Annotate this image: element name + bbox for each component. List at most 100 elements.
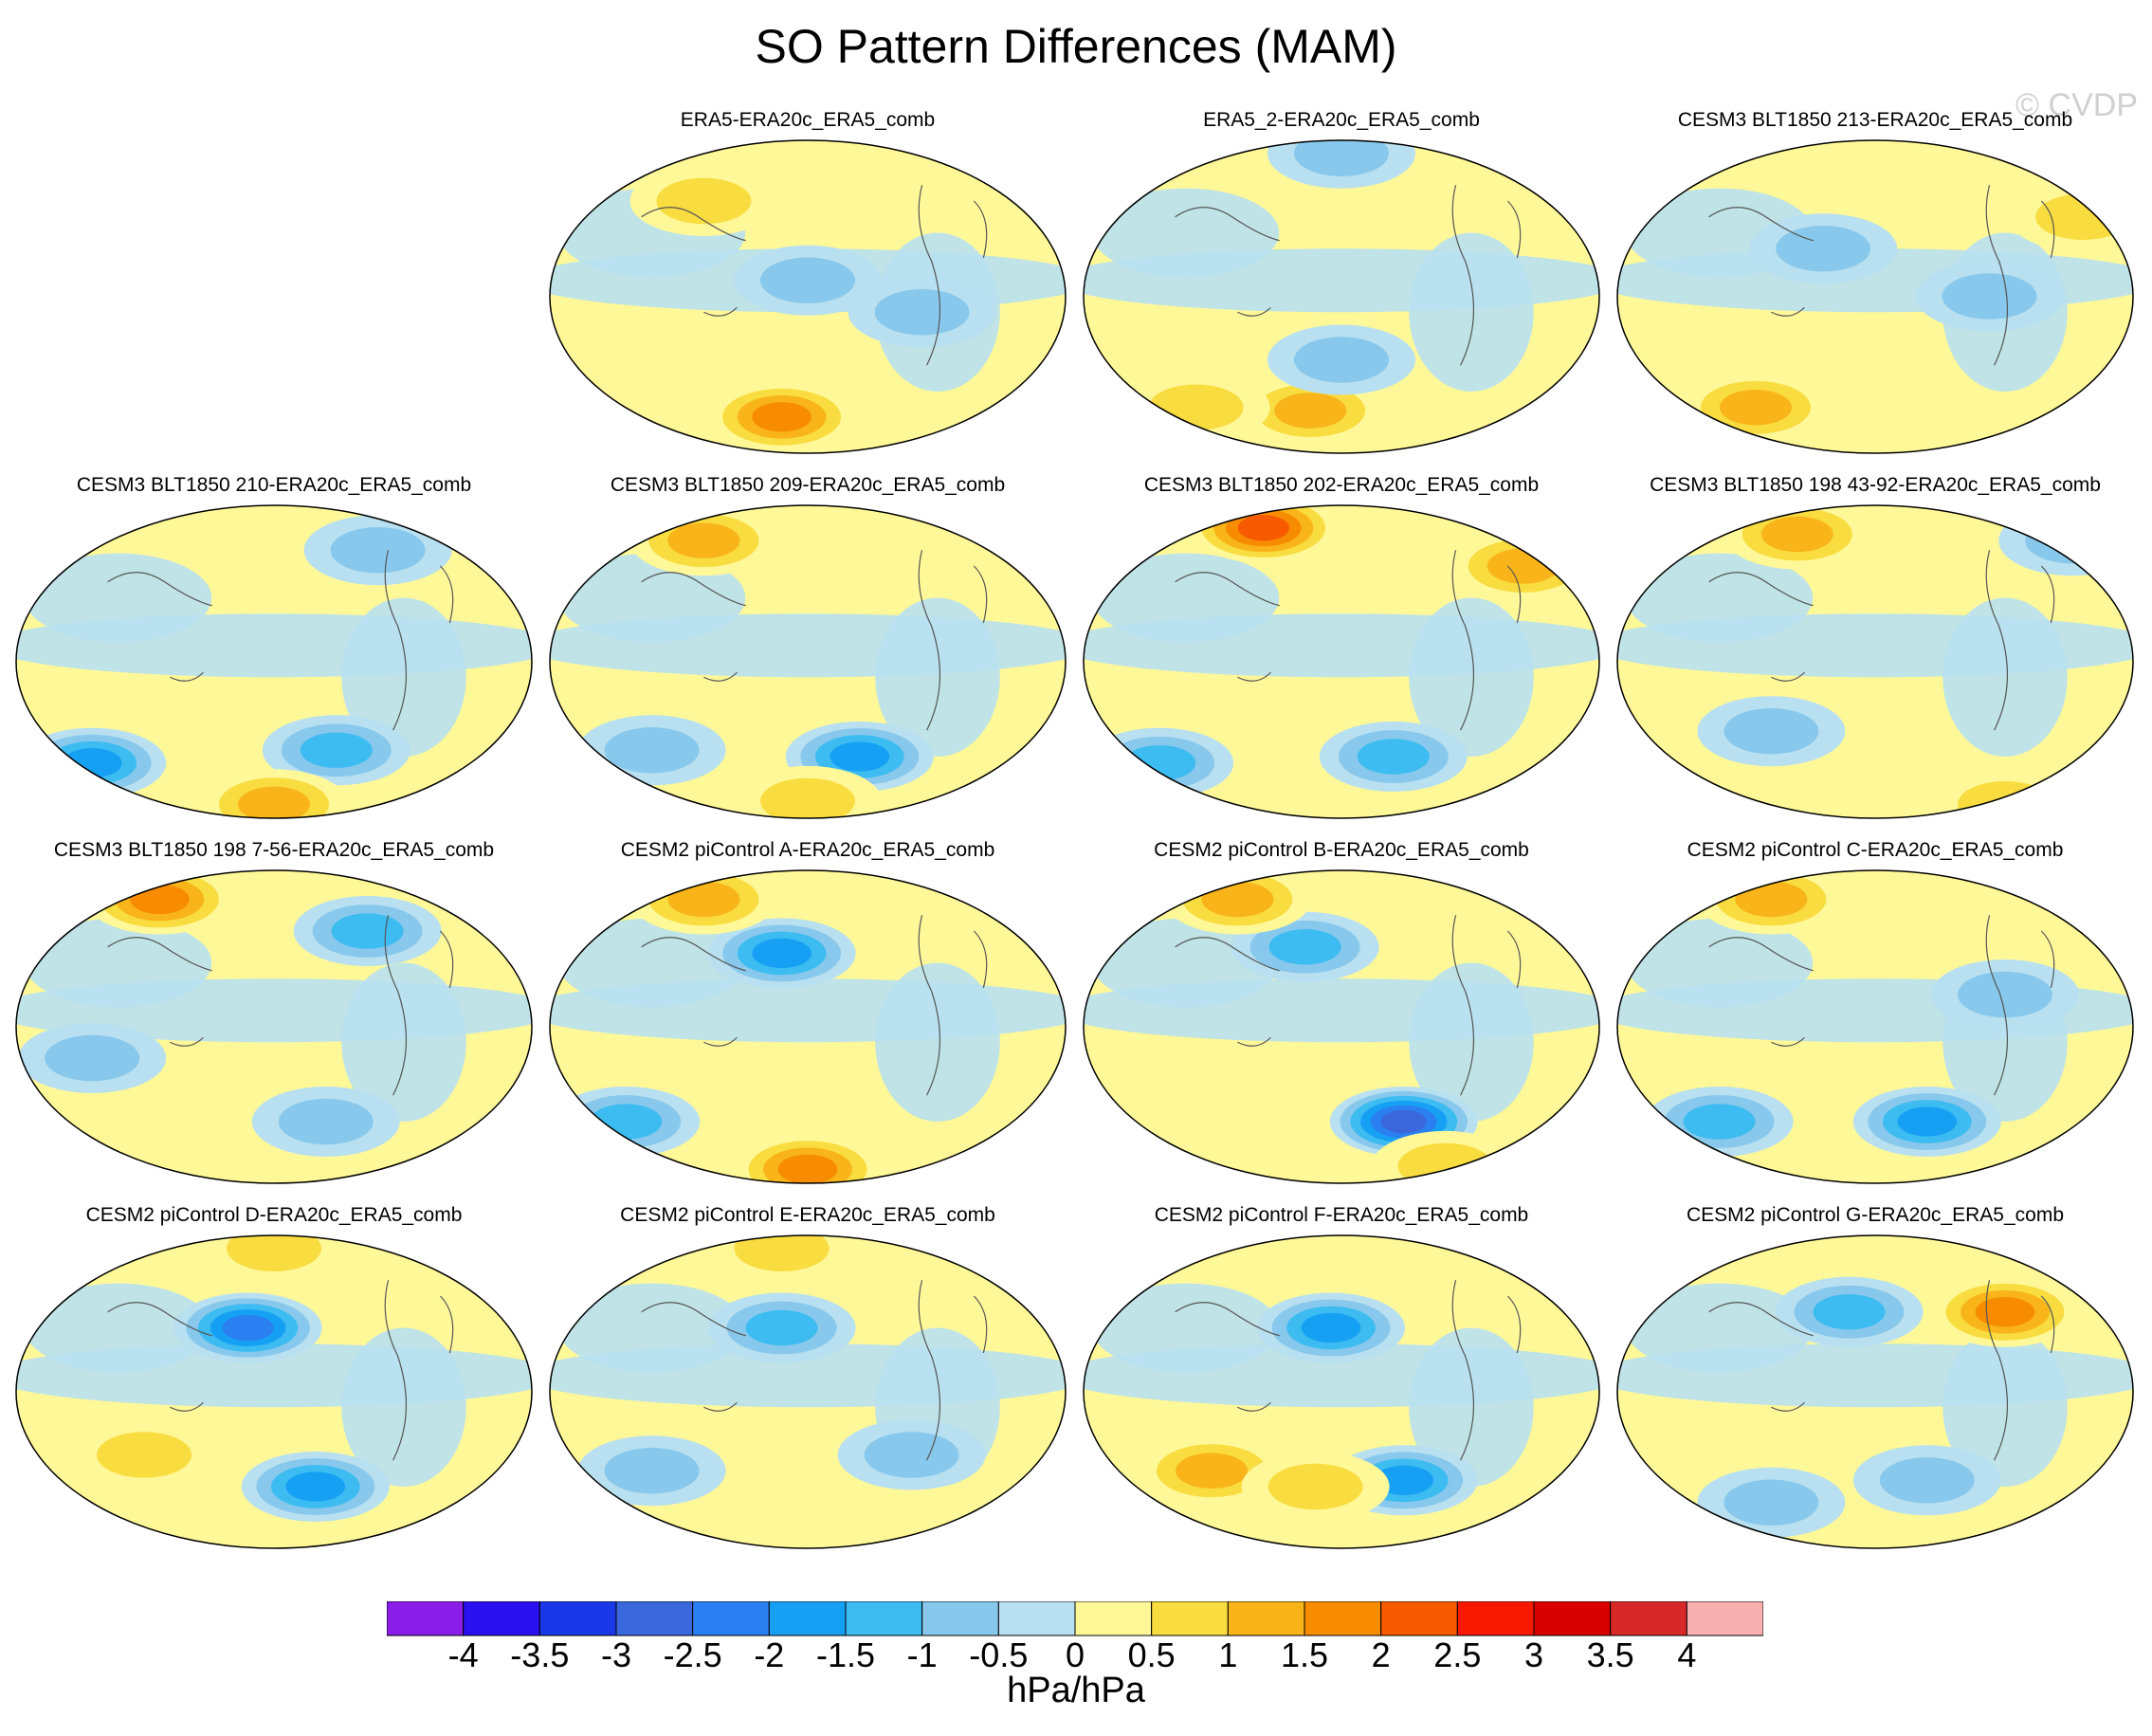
low-anomaly-contour: [1357, 739, 1430, 775]
map-panel: CESM2 piControl F-ERA20c_ERA5_comb: [1082, 1204, 1601, 1555]
colorbar-tick-label: 1: [1218, 1635, 1238, 1674]
map-border: [1616, 1234, 2134, 1549]
robinson-map: [1616, 504, 2134, 819]
high-anomaly-contour: [1975, 1297, 2035, 1327]
negative-anomaly-band: [341, 1327, 466, 1487]
colorbar-tick-label: -2.5: [663, 1635, 722, 1674]
figure-title: SO Pattern Differences (MAM): [755, 20, 1397, 73]
low-anomaly-contour: [752, 938, 812, 969]
low-anomaly-contour: [1683, 1104, 1756, 1140]
negative-anomaly-band: [1625, 918, 1814, 1008]
coastline: [1175, 915, 1522, 1096]
negative-anomaly-band: [1091, 1283, 1280, 1373]
colorbar: [387, 1601, 1763, 1636]
coastline: [1175, 1280, 1522, 1461]
low-anomaly-contour: [1723, 1479, 1819, 1526]
panel-title: CESM3 BLT1850 209-ERA20c_ERA5_comb: [610, 474, 1006, 496]
map-border: [1616, 504, 2134, 819]
low-anomaly-contour: [1268, 929, 1341, 965]
high-anomaly-contour: [130, 884, 190, 915]
map-panel: CESM2 piControl B-ERA20c_ERA5_comb: [1082, 839, 1601, 1190]
low-anomaly-contour: [1294, 140, 1389, 176]
colorbar-tick-label: -0.5: [969, 1635, 1029, 1674]
low-anomaly-contour: [330, 527, 426, 574]
panel-title: CESM3 BLT1850 202-ERA20c_ERA5_comb: [1143, 474, 1540, 496]
colorbar-swatch: [1610, 1601, 1687, 1636]
low-anomaly-contour: [45, 1034, 140, 1082]
negative-anomaly-band: [1091, 918, 1280, 1008]
colorbar-swatch: [463, 1601, 540, 1636]
coastline: [1175, 550, 1522, 731]
low-anomaly-contour: [830, 741, 890, 772]
low-anomaly-contour: [1813, 1294, 1886, 1330]
high-anomaly-contour: [1274, 393, 1347, 429]
robinson-map: [1616, 1234, 2134, 1549]
map-border: [1083, 1234, 1600, 1549]
map-border: [1616, 869, 2134, 1184]
map-border: [549, 504, 1067, 819]
panel-title: CESM2 piControl A-ERA20c_ERA5_comb: [620, 839, 995, 861]
low-anomaly-contour: [278, 1098, 374, 1145]
colorbar-swatch: [1151, 1601, 1229, 1636]
negative-anomaly-band: [24, 553, 212, 643]
negative-anomaly-band: [1409, 1327, 1534, 1487]
colorbar-tick-label: -2: [754, 1635, 785, 1674]
colorbar-tick-label: -3: [600, 1635, 632, 1674]
colorbar-tick-label: 1.5: [1280, 1635, 1329, 1674]
map-border: [1083, 139, 1600, 454]
high-anomaly-contour: [760, 777, 855, 818]
robinson-map: [15, 869, 533, 1184]
high-anomaly-contour: [1397, 1142, 1493, 1183]
negative-anomaly-band: [1409, 962, 1534, 1122]
high-anomaly-contour: [1486, 548, 1559, 584]
low-anomaly-contour: [285, 1471, 346, 1502]
map-border: [1083, 504, 1600, 819]
panel-title: CESM3 BLT1850 198 7-56-ERA20c_ERA5_comb: [53, 839, 495, 861]
panel-title: CESM2 piControl G-ERA20c_ERA5_comb: [1687, 1204, 2064, 1226]
high-anomaly-contour: [1760, 516, 1833, 553]
high-anomaly-contour: [2035, 193, 2131, 240]
coastline: [1708, 915, 2055, 1096]
map-panel: CESM3 BLT1850 210-ERA20c_ERA5_comb: [14, 474, 534, 825]
colorbar-swatch: [692, 1601, 770, 1636]
high-anomaly-contour: [238, 786, 310, 818]
colorbar-tick-label: 3.5: [1586, 1635, 1634, 1674]
colorbar-tick-label: 0.5: [1127, 1635, 1176, 1674]
high-anomaly-contour: [667, 522, 740, 558]
colorbar-swatch: [845, 1601, 923, 1636]
low-anomaly-contour: [1942, 273, 2037, 320]
colorbar-swatch: [1227, 1601, 1305, 1636]
negative-anomaly-band: [875, 962, 1000, 1122]
map-panel: CESM2 piControl A-ERA20c_ERA5_comb: [548, 839, 1067, 1190]
low-anomaly-contour: [590, 1104, 663, 1140]
map-border: [15, 1234, 533, 1549]
map-panel: CESM2 piControl C-ERA20c_ERA5_comb: [1615, 839, 2135, 1190]
colorbar-tick-label: 2: [1371, 1635, 1391, 1674]
coastline: [107, 550, 454, 731]
colorbar-tick-label: -4: [447, 1635, 479, 1674]
low-anomaly-contour: [1879, 1457, 1975, 1504]
colorbar-swatch: [1380, 1601, 1458, 1636]
low-anomaly-contour: [300, 732, 373, 769]
colorbar-tick-label: 4: [1677, 1635, 1697, 1674]
low-anomaly-contour: [745, 1309, 818, 1346]
high-anomaly-contour: [1267, 1463, 1363, 1510]
panel-title: ERA5-ERA20c_ERA5_comb: [680, 109, 936, 131]
colorbar-tick-label: -1.5: [815, 1635, 876, 1674]
high-anomaly-contour: [656, 177, 752, 225]
negative-anomaly-band: [1942, 597, 2068, 757]
negative-anomaly-band: [875, 597, 1000, 757]
colorbar-tick-label: 3: [1523, 1635, 1544, 1674]
coastline: [107, 915, 454, 1096]
map-border: [15, 869, 533, 1184]
low-anomaly-contour: [1380, 1109, 1427, 1134]
panel-title: CESM2 piControl F-ERA20c_ERA5_comb: [1154, 1204, 1529, 1226]
colorbar-tick-label: 0: [1065, 1635, 1085, 1674]
panel-title: CESM2 piControl E-ERA20c_ERA5_comb: [620, 1204, 995, 1226]
high-anomaly-contour: [1176, 1453, 1248, 1489]
high-anomaly-contour: [1735, 881, 1808, 918]
high-anomaly-contour: [1719, 390, 1792, 426]
map-panel: CESM3 BLT1850 202-ERA20c_ERA5_comb: [1082, 474, 1601, 825]
map-panel: CESM3 BLT1850 213-ERA20c_ERA5_comb: [1615, 109, 2135, 460]
map-border: [15, 504, 533, 819]
